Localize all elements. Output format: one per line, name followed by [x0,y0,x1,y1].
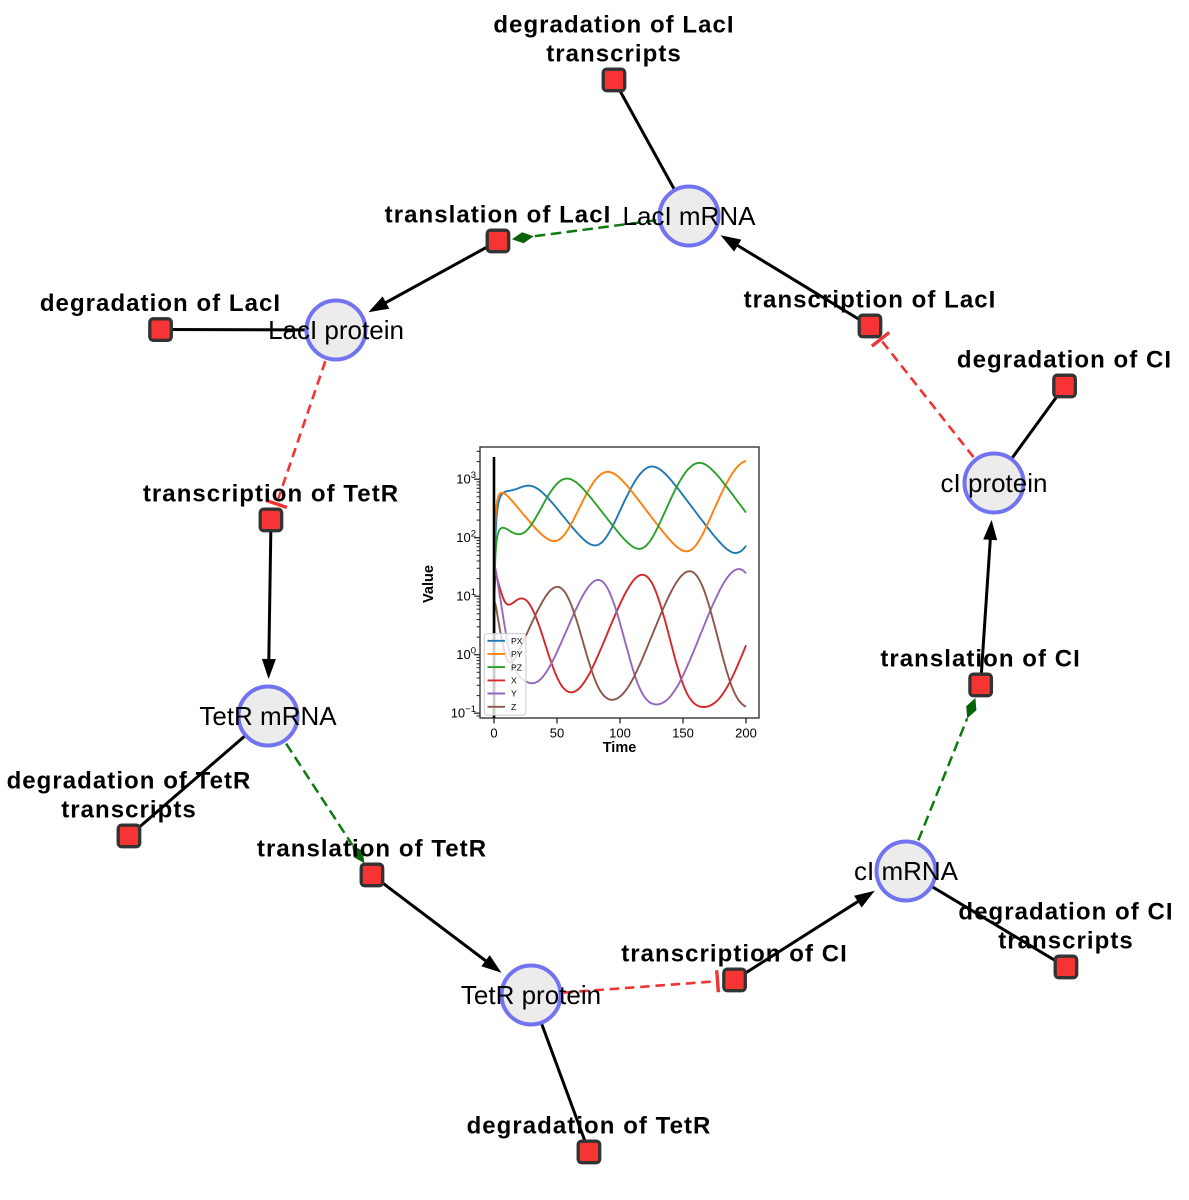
svg-text:LacI mRNA: LacI mRNA [623,201,757,231]
svg-text:degradation of LacI: degradation of LacI [493,12,734,39]
svg-text:Z: Z [511,702,517,712]
svg-text:translation of LacI: translation of LacI [385,202,612,229]
svg-text:100: 100 [456,646,476,663]
svg-text:Time: Time [603,740,637,756]
svg-text:degradation of LacI: degradation of LacI [40,290,281,317]
svg-text:Value: Value [421,565,437,603]
svg-text:100: 100 [609,726,631,741]
svg-text:50: 50 [550,726,564,741]
svg-text:transcription of LacI: transcription of LacI [744,287,997,314]
svg-text:cI protein: cI protein [941,468,1048,498]
svg-text:transcripts: transcripts [998,928,1134,955]
svg-text:0: 0 [490,726,497,741]
svg-text:cI mRNA: cI mRNA [854,856,959,886]
svg-text:degradation of TetR: degradation of TetR [467,1113,712,1140]
svg-text:transcription of TetR: transcription of TetR [143,481,399,508]
svg-text:X: X [511,676,517,686]
svg-text:PX: PX [511,636,523,646]
svg-text:101: 101 [456,587,476,604]
svg-text:degradation of TetR: degradation of TetR [7,768,252,795]
svg-text:TetR protein: TetR protein [461,980,601,1010]
svg-text:degradation of CI: degradation of CI [958,899,1173,926]
svg-text:Y: Y [511,689,517,699]
svg-text:200: 200 [735,726,757,741]
svg-text:LacI protein: LacI protein [268,315,404,345]
svg-text:transcripts: transcripts [546,41,682,68]
svg-text:PZ: PZ [511,662,523,672]
svg-text:translation of CI: translation of CI [880,646,1081,673]
svg-text:degradation of CI: degradation of CI [957,347,1172,374]
svg-text:PY: PY [511,649,523,659]
svg-text:TetR mRNA: TetR mRNA [199,701,337,731]
svg-text:transcripts: transcripts [61,797,197,824]
svg-text:transcription of CI: transcription of CI [621,941,848,968]
svg-text:translation of TetR: translation of TetR [257,836,487,863]
svg-text:150: 150 [672,726,694,741]
svg-text:103: 103 [456,470,476,487]
svg-text:102: 102 [456,529,476,546]
svg-text:10−1: 10−1 [451,704,476,721]
